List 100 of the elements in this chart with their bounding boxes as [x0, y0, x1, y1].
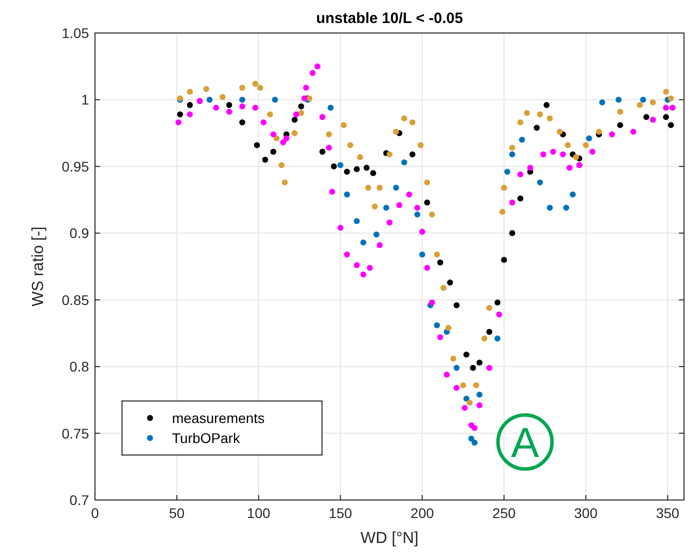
point: [640, 96, 646, 103]
point: [563, 204, 570, 211]
point: [466, 400, 473, 406]
point: [360, 272, 366, 278]
point: [524, 110, 530, 116]
point: [364, 164, 370, 171]
point: [354, 218, 360, 224]
point: [203, 86, 210, 92]
point: [272, 96, 278, 103]
point: [494, 336, 500, 342]
point: [650, 99, 656, 106]
point: [499, 208, 506, 215]
point: [252, 80, 258, 87]
point: [267, 111, 274, 118]
point: [260, 119, 267, 126]
point: [424, 199, 430, 206]
point: [366, 264, 373, 271]
point: [609, 131, 616, 138]
point: [292, 116, 298, 123]
chart-title: unstable 10/L < -0.05: [316, 10, 463, 27]
point: [650, 116, 656, 123]
point: [175, 119, 182, 126]
point: [376, 184, 383, 191]
point: [293, 111, 300, 118]
point: [582, 142, 589, 148]
point: [670, 104, 676, 111]
point: [418, 142, 424, 148]
point: [447, 280, 454, 286]
point: [419, 251, 426, 258]
point: [337, 224, 344, 231]
point: [344, 191, 350, 198]
point: [470, 364, 476, 371]
x-tick-label: 300: [574, 505, 598, 521]
point: [472, 424, 478, 431]
y-tick-label: 0.95: [62, 158, 90, 174]
point: [454, 364, 460, 371]
point: [527, 164, 534, 171]
point: [486, 328, 492, 335]
point: [326, 131, 332, 138]
point: [319, 148, 326, 155]
point: [616, 96, 622, 103]
point: [509, 230, 516, 236]
point: [239, 119, 246, 126]
point: [537, 179, 544, 186]
y-tick-label: 1: [81, 92, 90, 108]
point: [472, 440, 478, 446]
point: [424, 264, 430, 271]
point: [663, 114, 670, 120]
point: [429, 300, 436, 306]
point: [252, 104, 258, 111]
point: [401, 159, 408, 166]
point: [386, 151, 392, 158]
point: [376, 242, 383, 248]
point: [437, 259, 444, 266]
point: [444, 372, 450, 378]
point: [347, 142, 354, 148]
point: [509, 144, 516, 151]
legend-label: TurbOPark: [172, 430, 241, 446]
annotation: A: [510, 419, 540, 466]
point: [476, 360, 482, 366]
point: [434, 322, 440, 328]
point: [177, 111, 184, 118]
point: [303, 84, 310, 91]
point: [454, 384, 460, 391]
point: [326, 144, 332, 151]
point: [206, 96, 213, 103]
point: [226, 102, 232, 108]
point: [254, 142, 260, 148]
point: [262, 156, 268, 163]
point: [372, 203, 378, 210]
point: [544, 102, 550, 108]
x-tick-label: 50: [169, 505, 185, 521]
point: [481, 336, 488, 342]
point: [414, 211, 420, 218]
point: [617, 108, 624, 115]
point: [280, 139, 286, 146]
point: [282, 179, 288, 186]
point: [643, 114, 650, 120]
point: [396, 202, 402, 208]
point: [409, 119, 416, 126]
point: [383, 204, 390, 211]
y-tick-label: 1.05: [62, 25, 90, 41]
point: [476, 392, 482, 398]
point: [556, 128, 563, 135]
point: [213, 104, 220, 111]
point: [460, 382, 466, 388]
point: [668, 122, 674, 128]
point: [519, 136, 526, 143]
point: [501, 184, 508, 191]
point: [476, 402, 482, 408]
point: [393, 184, 400, 191]
point: [468, 436, 474, 442]
point: [636, 102, 643, 108]
point: [437, 334, 444, 340]
point: [496, 312, 502, 318]
point: [226, 108, 232, 115]
x-tick-label: 200: [410, 505, 434, 521]
point: [310, 70, 316, 76]
y-tick-label: 0.85: [62, 292, 90, 308]
x-axis-title: WD [°N]: [360, 530, 418, 547]
